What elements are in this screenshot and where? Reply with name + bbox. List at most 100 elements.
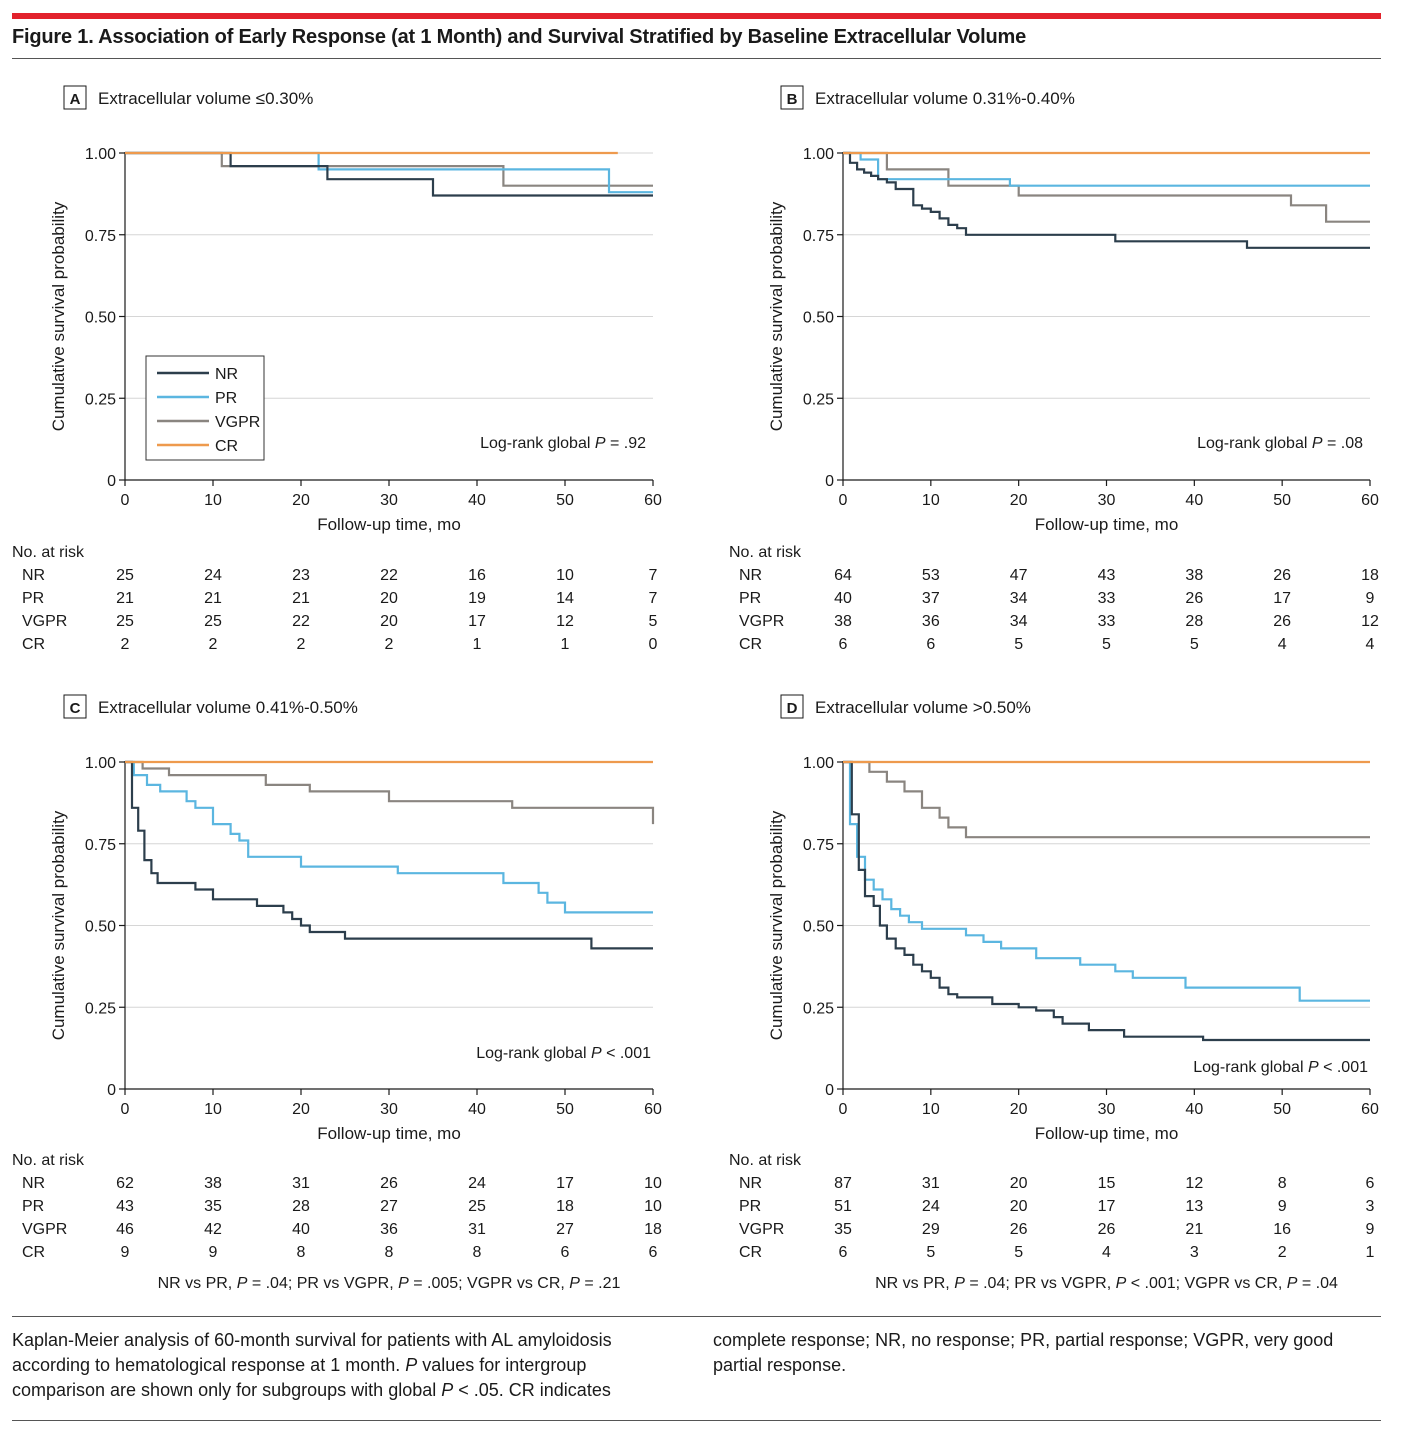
risk-value: 47 bbox=[1010, 567, 1028, 584]
risk-value: 36 bbox=[380, 1221, 398, 1238]
risk-value: 29 bbox=[922, 1221, 940, 1238]
series-pr-line bbox=[843, 760, 1370, 1002]
series-nr-line bbox=[843, 760, 1370, 1042]
risk-value: 26 bbox=[380, 1175, 398, 1192]
risk-value: 25 bbox=[204, 613, 222, 630]
risk-row-label-cr: CR bbox=[739, 636, 762, 653]
risk-value: 20 bbox=[1010, 1198, 1028, 1215]
risk-value: 4 bbox=[1102, 1244, 1111, 1261]
risk-value: 31 bbox=[922, 1175, 940, 1192]
risk-value: 1 bbox=[1366, 1244, 1375, 1261]
risk-value: 8 bbox=[385, 1244, 394, 1261]
risk-value: 2 bbox=[1278, 1244, 1287, 1261]
risk-value: 26 bbox=[1010, 1221, 1028, 1238]
risk-value: 6 bbox=[839, 636, 848, 653]
risk-value: 5 bbox=[1102, 636, 1111, 653]
risk-value: 10 bbox=[556, 567, 574, 584]
risk-value: 43 bbox=[1098, 567, 1116, 584]
x-tick-label: 20 bbox=[292, 1101, 310, 1118]
x-axis-label: Follow-up time, mo bbox=[1035, 515, 1179, 534]
panel-letter-box bbox=[780, 694, 804, 719]
x-tick-label: 60 bbox=[1361, 1101, 1379, 1118]
y-tick-label: 0 bbox=[825, 473, 834, 490]
risk-value: 28 bbox=[1185, 613, 1203, 630]
x-tick-label: 20 bbox=[292, 492, 310, 509]
legend-label-nr: NR bbox=[215, 366, 238, 383]
risk-value: 38 bbox=[204, 1175, 222, 1192]
x-tick-label: 50 bbox=[1273, 492, 1291, 509]
x-axis-label: Follow-up time, mo bbox=[317, 515, 461, 534]
risk-value: 6 bbox=[649, 1244, 658, 1261]
risk-value: 18 bbox=[644, 1221, 662, 1238]
caption-divider-bottom bbox=[12, 1420, 1381, 1421]
risk-value: 5 bbox=[649, 613, 658, 630]
y-tick-label: 0.50 bbox=[85, 919, 116, 936]
risk-value: 7 bbox=[649, 567, 658, 584]
y-tick-label: 0.50 bbox=[803, 310, 834, 327]
risk-value: 33 bbox=[1098, 590, 1116, 607]
risk-value: 26 bbox=[1273, 613, 1291, 630]
risk-row-label-nr: NR bbox=[22, 567, 45, 584]
risk-value: 33 bbox=[1098, 613, 1116, 630]
y-tick-label: 0 bbox=[107, 473, 116, 490]
y-tick-label: 0.75 bbox=[803, 228, 834, 245]
risk-value: 3 bbox=[1366, 1198, 1375, 1215]
risk-value: 25 bbox=[468, 1198, 486, 1215]
risk-value: 40 bbox=[292, 1221, 310, 1238]
risk-value: 4 bbox=[1366, 636, 1375, 653]
y-tick-label: 1.00 bbox=[85, 146, 116, 163]
risk-value: 34 bbox=[1010, 590, 1028, 607]
caption-left: Kaplan-Meier analysis of 60-month surviv… bbox=[12, 1330, 612, 1400]
risk-row-label-nr: NR bbox=[739, 567, 762, 584]
y-tick-label: 0.75 bbox=[803, 837, 834, 854]
risk-value: 35 bbox=[204, 1198, 222, 1215]
y-axis-label: Cumulative survival probability bbox=[767, 201, 786, 431]
risk-row-label-pr: PR bbox=[22, 590, 44, 607]
panel-title: Extracellular volume >0.50% bbox=[815, 698, 1031, 717]
y-tick-label: 0.25 bbox=[85, 1000, 116, 1017]
risk-value: 8 bbox=[1278, 1175, 1287, 1192]
legend-label-cr: CR bbox=[215, 438, 238, 455]
x-tick-label: 0 bbox=[121, 492, 130, 509]
panel-b: B Extracellular volume 0.31%-0.40% 0 0.25 0.… bbox=[729, 85, 1379, 653]
risk-value: 31 bbox=[468, 1221, 486, 1238]
series-vgpr-line bbox=[125, 760, 655, 825]
x-tick-label: 30 bbox=[380, 1101, 398, 1118]
x-axis-label: Follow-up time, mo bbox=[1035, 1124, 1179, 1143]
panel-title: Extracellular volume 0.41%-0.50% bbox=[98, 698, 358, 717]
risk-value: 9 bbox=[121, 1244, 130, 1261]
y-tick-label: 0.25 bbox=[85, 391, 116, 408]
y-tick-label: 0.25 bbox=[803, 391, 834, 408]
risk-value: 3 bbox=[1190, 1244, 1199, 1261]
risk-value: 8 bbox=[473, 1244, 482, 1261]
risk-value: 21 bbox=[292, 590, 310, 607]
x-tick-label: 10 bbox=[922, 492, 940, 509]
risk-value: 16 bbox=[468, 567, 486, 584]
risk-value: 23 bbox=[292, 567, 310, 584]
risk-value: 2 bbox=[209, 636, 218, 653]
y-tick-label: 0.25 bbox=[803, 1000, 834, 1017]
y-tick-label: 0.50 bbox=[85, 310, 116, 327]
x-tick-label: 30 bbox=[1098, 1101, 1116, 1118]
panel-letter: C bbox=[70, 700, 81, 717]
risk-value: 10 bbox=[644, 1175, 662, 1192]
series-nr-line bbox=[125, 151, 653, 197]
risk-value: 15 bbox=[1098, 1175, 1116, 1192]
risk-value: 87 bbox=[834, 1175, 852, 1192]
y-tick-label: 1.00 bbox=[803, 146, 834, 163]
y-tick-label: 0 bbox=[825, 1082, 834, 1099]
x-tick-label: 40 bbox=[468, 1101, 486, 1118]
risk-value: 2 bbox=[297, 636, 306, 653]
risk-value: 10 bbox=[644, 1198, 662, 1215]
risk-value: 5 bbox=[1014, 636, 1023, 653]
x-tick-label: 0 bbox=[839, 1101, 848, 1118]
risk-value: 27 bbox=[556, 1221, 574, 1238]
risk-value: 19 bbox=[468, 590, 486, 607]
risk-value: 1 bbox=[561, 636, 570, 653]
risk-value: 9 bbox=[1278, 1198, 1287, 1215]
series-vgpr-line bbox=[843, 151, 1370, 223]
panel-title: Extracellular volume 0.31%-0.40% bbox=[815, 89, 1075, 108]
risk-value: 2 bbox=[121, 636, 130, 653]
series-vgpr-line bbox=[843, 760, 1370, 839]
